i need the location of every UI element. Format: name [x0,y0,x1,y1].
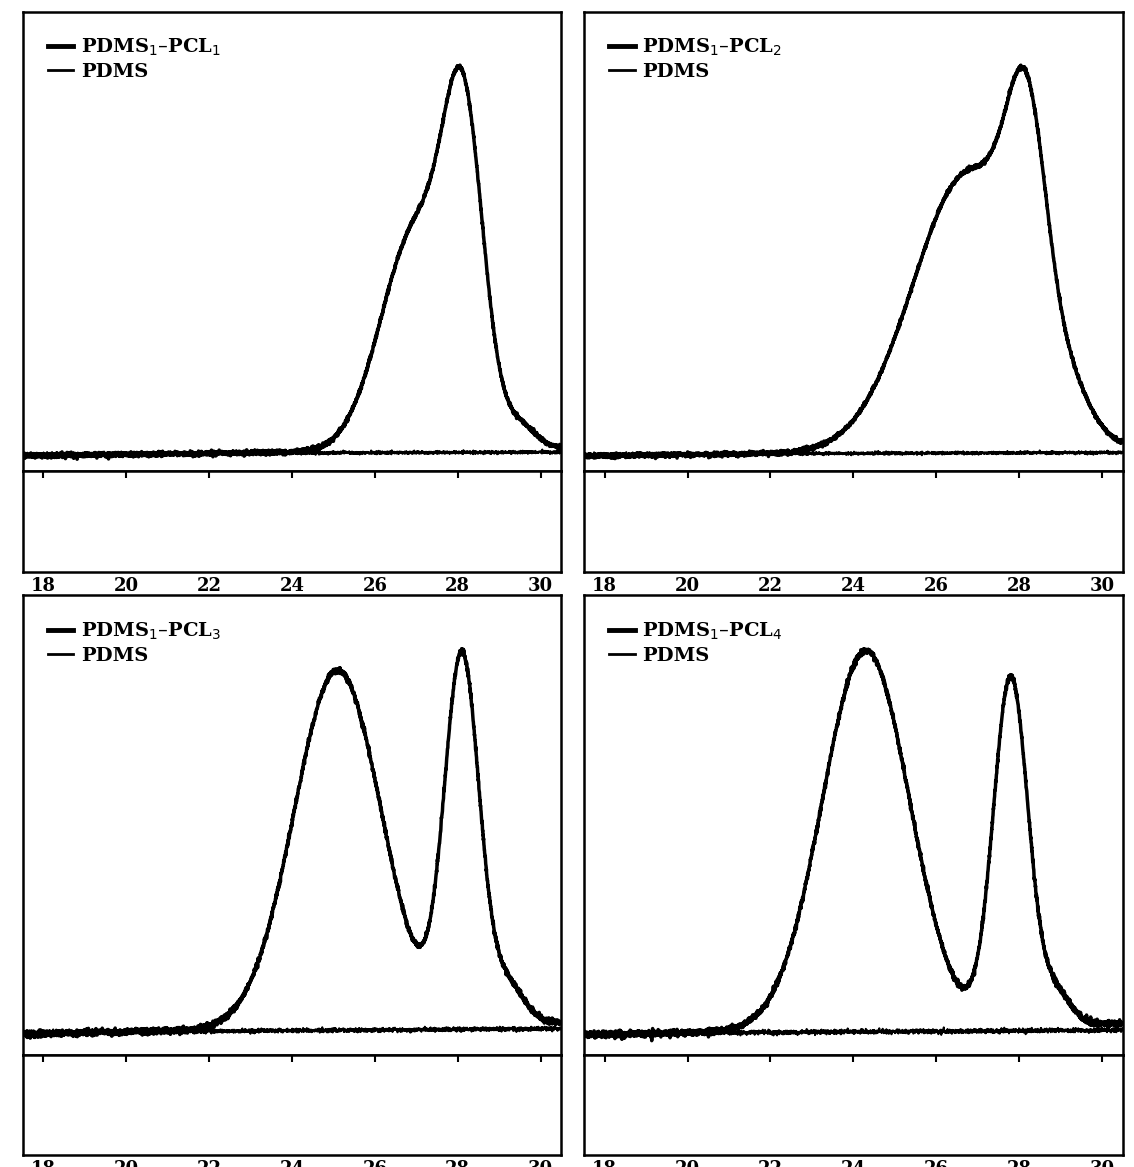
X-axis label: Elution time (min): Elution time (min) [191,600,393,619]
Legend: PDMS$_1$–PCL$_3$, PDMS: PDMS$_1$–PCL$_3$, PDMS [33,605,237,680]
Legend: PDMS$_1$–PCL$_4$, PDMS: PDMS$_1$–PCL$_4$, PDMS [594,605,798,680]
Legend: PDMS$_1$–PCL$_2$, PDMS: PDMS$_1$–PCL$_2$, PDMS [594,21,797,97]
Legend: PDMS$_1$–PCL$_1$, PDMS: PDMS$_1$–PCL$_1$, PDMS [33,21,237,97]
X-axis label: Elution time (min): Elution time (min) [752,600,955,619]
